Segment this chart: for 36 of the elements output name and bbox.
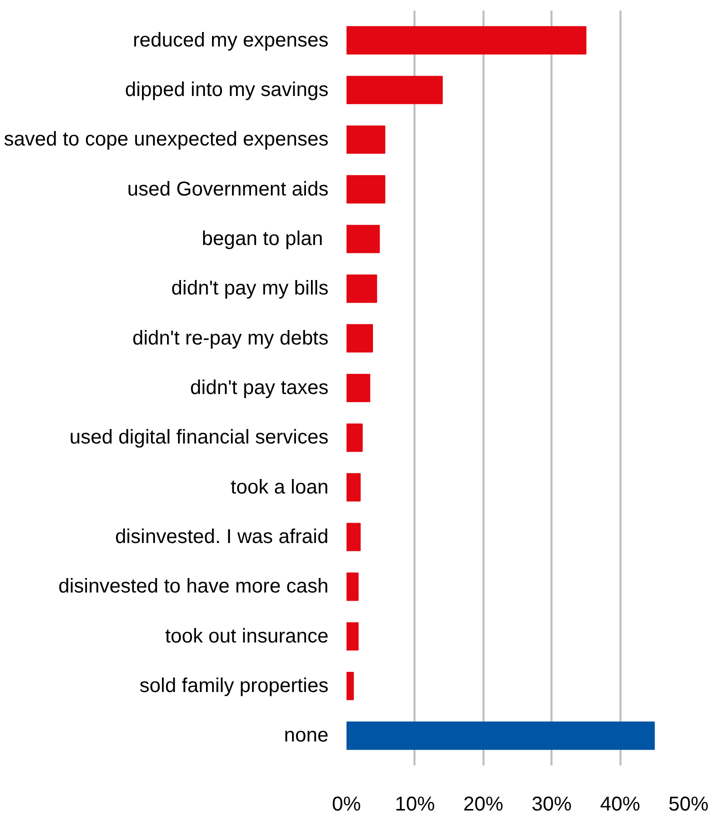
- bar: [346, 274, 378, 303]
- y-tick-label: took a loan: [230, 476, 329, 498]
- y-tick-label: reduced my expenses: [132, 29, 329, 52]
- y-tick-label: used digital financial services: [69, 426, 329, 449]
- bar: [346, 424, 363, 452]
- bar: [346, 26, 586, 54]
- y-tick-label: saved to cope unexpected expenses: [4, 128, 329, 151]
- y-tick-label: sold family properties: [140, 675, 329, 698]
- bar: [346, 672, 354, 700]
- y-tick-label: took out insurance: [165, 625, 328, 648]
- y-tick-label: didn't pay my bills: [171, 278, 328, 300]
- bar: [346, 125, 386, 154]
- bar: [346, 572, 359, 601]
- y-tick-label: none: [284, 724, 329, 747]
- y-tick-label: didn't re-pay my debts: [132, 327, 329, 350]
- x-tick-label: 20%: [463, 794, 504, 816]
- bar: [346, 473, 361, 502]
- x-tick-label: 0%: [332, 794, 362, 816]
- x-tick-label: 40%: [600, 794, 640, 816]
- bar: [346, 175, 386, 204]
- bar: [346, 224, 380, 254]
- x-tick-label: 50%: [668, 794, 709, 816]
- y-tick-label: dipped into my savings: [125, 78, 329, 101]
- bar: [346, 324, 373, 352]
- x-tick-label: 30%: [532, 794, 572, 816]
- bar: [346, 722, 655, 750]
- bar: [346, 76, 443, 104]
- y-tick-label: disinvested to have more cash: [58, 576, 329, 598]
- bar: [346, 522, 361, 552]
- y-tick-label: disinvested. I was afraid: [115, 526, 328, 548]
- y-tick-label: used Government aids: [127, 178, 329, 200]
- y-tick-label: began to plan: [202, 228, 323, 250]
- x-tick-label: 10%: [394, 794, 436, 816]
- bar: [346, 622, 359, 651]
- y-tick-label: didn't pay taxes: [190, 377, 329, 399]
- bar: [346, 374, 370, 402]
